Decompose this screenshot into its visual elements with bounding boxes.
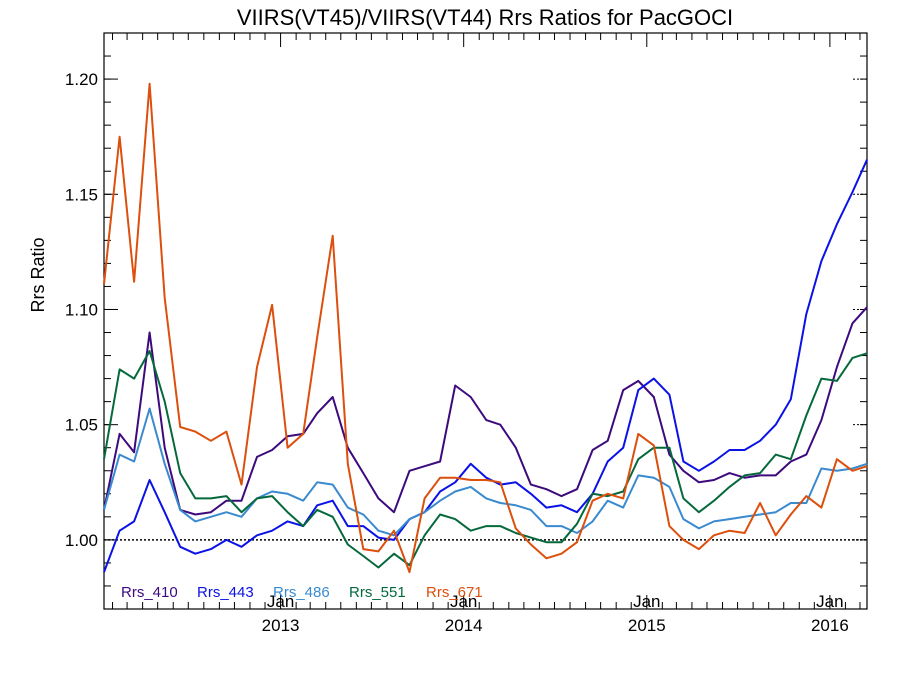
legend-entry-rrs-410: Rrs_410 [121, 584, 178, 601]
x-axis-ticks: Jan 2013 Jan 2014 Jan 2015 Jan 2016 [112, 33, 861, 635]
legend-entry-rrs-486: Rrs_486 [273, 584, 330, 601]
legend-entry-rrs-551: Rrs_551 [349, 584, 406, 601]
x-tick-year: 2014 [445, 616, 483, 635]
series-line-rrs-551 [103, 350, 868, 569]
series-line-rrs-410 [103, 306, 868, 516]
x-tick-year: 2016 [811, 616, 849, 635]
y-tick-label: 1.20 [65, 70, 98, 89]
y-axis-ticks: 1.00 1.05 1.10 1.15 1.20 [65, 55, 867, 610]
x-tick-year: 2013 [262, 616, 300, 635]
chart-title: VIIRS(VT45)/VIIRS(VT44) Rrs Ratios for P… [237, 5, 733, 30]
series-line-rrs-486 [103, 407, 868, 537]
series-line-rrs-443 [103, 159, 868, 573]
plot-frame [103, 32, 868, 610]
x-tick-month: Jan [267, 592, 294, 611]
y-tick-label: 1.00 [65, 531, 98, 550]
y-tick-label: 1.15 [65, 185, 98, 204]
x-tick-year: 2015 [628, 616, 666, 635]
series-lines [103, 82, 868, 574]
legend: Rrs_410 Rrs_443 Rrs_486 Rrs_551 Rrs_671 [121, 584, 483, 601]
y-tick-label: 1.05 [65, 416, 98, 435]
legend-entry-rrs-671: Rrs_671 [426, 584, 483, 601]
legend-entry-rrs-443: Rrs_443 [197, 584, 254, 601]
x-tick-month: Jan [450, 592, 477, 611]
x-tick-month: Jan [816, 592, 843, 611]
y-tick-label: 1.10 [65, 300, 98, 319]
x-tick-month: Jan [633, 592, 660, 611]
series-line-rrs-671 [103, 82, 868, 574]
y-axis-label: Rrs Ratio [28, 237, 48, 312]
